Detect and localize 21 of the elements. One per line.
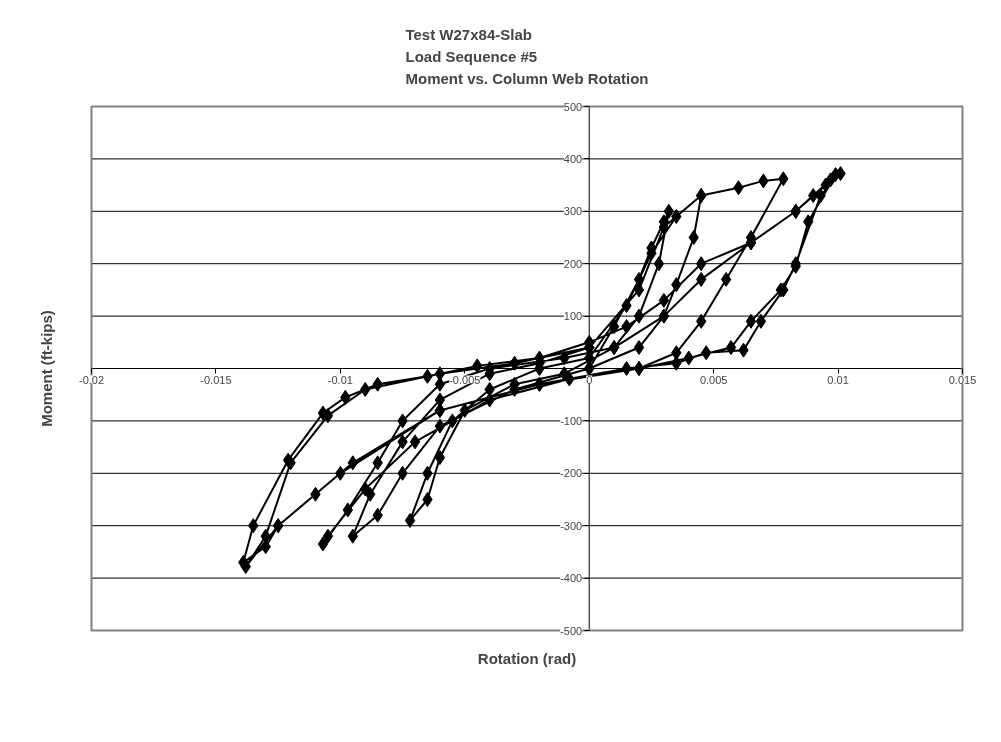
y-tick-label: -300 — [560, 519, 583, 532]
x-axis-title: Rotation (rad) — [477, 649, 577, 667]
x-tick-label: -0.01 — [327, 373, 353, 386]
y-tick-label: -400 — [560, 572, 583, 585]
y-tick-label: 500 — [563, 100, 583, 113]
y-tick-label: 200 — [563, 257, 583, 270]
x-tick-label: 0 — [586, 373, 593, 386]
x-tick-label: 0.01 — [827, 373, 849, 386]
x-tick-label: -0.015 — [200, 373, 232, 386]
x-tick-label: -0.02 — [78, 373, 105, 386]
y-tick-label: -100 — [560, 414, 583, 427]
y-tick-label: 300 — [563, 205, 583, 218]
x-tick-label: 0.005 — [699, 373, 728, 386]
y-tick-label: 400 — [563, 152, 583, 165]
y-tick-label: 100 — [563, 310, 583, 323]
x-tick-label: 0.015 — [948, 373, 977, 386]
y-tick-label: -500 — [560, 624, 583, 637]
y-tick-label: -200 — [560, 467, 583, 480]
y-axis-title: Moment (ft-kips) — [37, 310, 55, 427]
x-tick-label: -0.005 — [449, 373, 481, 386]
chart-title: Test W27x84-Slab Load Sequence #5 Moment vs. Column Web Rotation — [405, 26, 649, 88]
